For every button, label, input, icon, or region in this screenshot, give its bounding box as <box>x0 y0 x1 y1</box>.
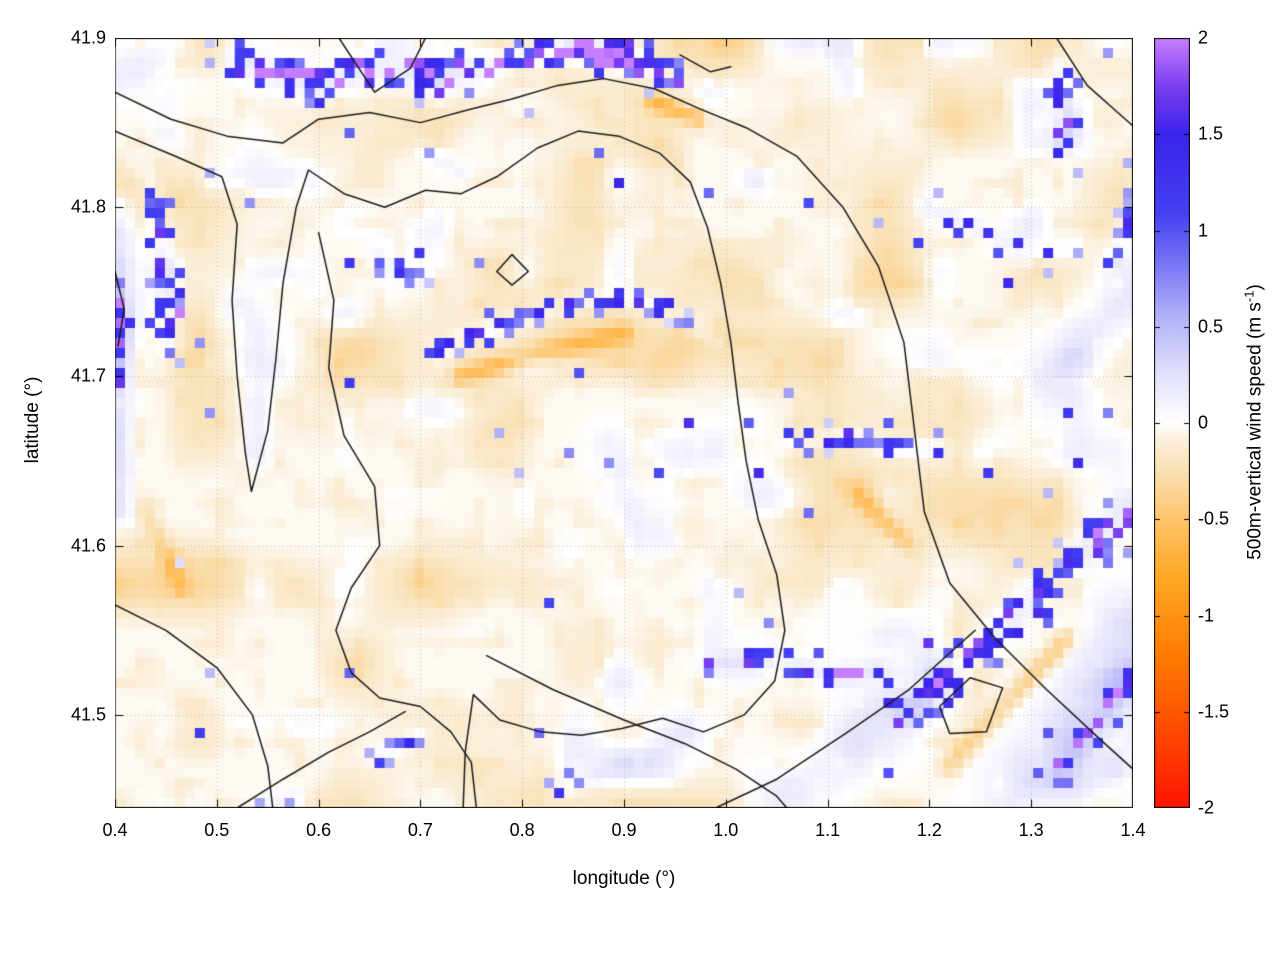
x-tick-label: 1.0 <box>713 820 739 840</box>
colorbar-tick-label: 0 <box>1198 412 1209 433</box>
colorbar-label-close: ) <box>1244 284 1266 291</box>
x-axis-label: longitude (°) <box>572 868 676 889</box>
colorbar-tick-label: -1 <box>1198 605 1215 625</box>
colorbar-label-text: 500m-vertical wind speed (m s <box>1244 302 1266 560</box>
x-tick-label: 0.7 <box>407 820 433 840</box>
heatmap-canvas <box>115 38 1133 808</box>
y-axis-label: latitude (°) <box>22 376 43 464</box>
x-tick-label: 1.2 <box>916 820 942 840</box>
y-tick-label: 41.5 <box>70 704 106 725</box>
x-tick-label: 0.5 <box>204 820 230 840</box>
x-tick-label: 1.4 <box>1120 820 1146 840</box>
colorbar-tick-label: 1.5 <box>1198 123 1224 144</box>
x-tick-label: 1.3 <box>1018 820 1044 840</box>
y-tick-label: 41.7 <box>70 365 106 386</box>
x-tick-label: 0.9 <box>611 820 637 840</box>
colorbar-tick-label: 0.5 <box>1198 316 1224 337</box>
colorbar <box>1154 38 1190 808</box>
colorbar-tick-label: -1.5 <box>1198 701 1230 722</box>
x-tick-label: 0.6 <box>306 820 332 840</box>
colorbar-label: 500m-vertical wind speed (m s-1) <box>1241 284 1266 560</box>
colorbar-label-superscript: -1 <box>1241 290 1257 303</box>
x-tick-label: 1.1 <box>815 820 841 840</box>
x-tick-label: 0.4 <box>102 820 128 840</box>
y-tick-label: 41.9 <box>70 27 106 48</box>
colorbar-tick-label: 1 <box>1198 220 1209 240</box>
x-tick-label: 0.8 <box>509 820 535 840</box>
colorbar-tick-label: 2 <box>1198 27 1209 48</box>
colorbar-tick-label: -0.5 <box>1198 508 1230 529</box>
colorbar-tick-label: -2 <box>1198 797 1215 818</box>
y-tick-label: 41.8 <box>70 196 106 217</box>
y-tick-label: 41.6 <box>70 535 106 556</box>
